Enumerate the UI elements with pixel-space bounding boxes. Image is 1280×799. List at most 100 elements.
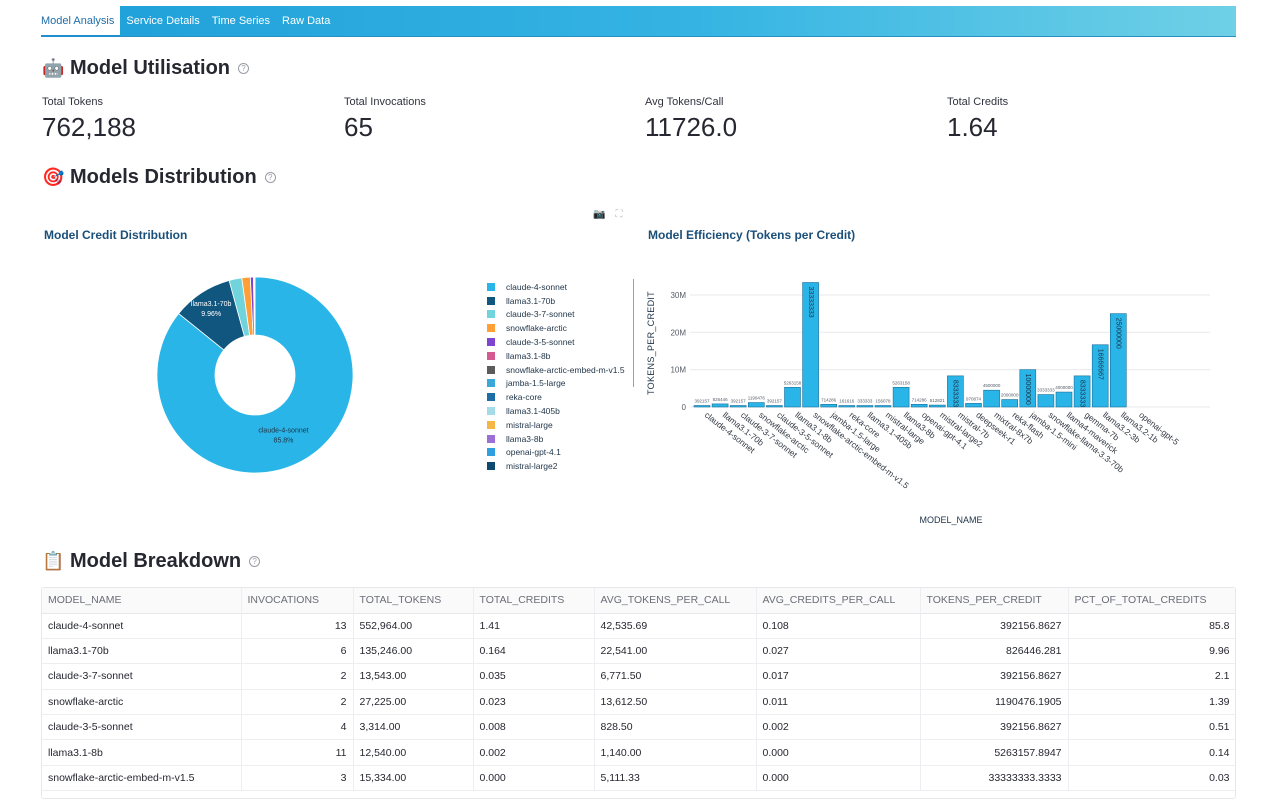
bar[interactable] xyxy=(1091,344,1109,408)
slice-label: claude-4-sonnet xyxy=(258,428,308,435)
table-row[interactable]: snowflake-arctic-embed-m-v1.5 3 15,334.00 0… xyxy=(42,765,1235,792)
column-header[interactable]: AVG_CREDITS_PER_CALL xyxy=(756,588,921,614)
metric-value: 65 xyxy=(344,112,373,142)
metric-total-tokens: Total Tokens 762,188 xyxy=(42,96,136,143)
legend-item[interactable]: openai-gpt-4.1 xyxy=(487,446,625,460)
legend-item[interactable]: mistral-large xyxy=(487,418,625,432)
table-row[interactable]: claude-4-sonnet 13 552,964.00 1.41 42,535.69… xyxy=(42,613,1235,639)
bar[interactable] xyxy=(874,405,892,408)
legend-item[interactable]: claude-3-7-sonnet xyxy=(487,308,625,322)
bar[interactable] xyxy=(1109,313,1127,408)
column-header[interactable]: TOTAL_TOKENS xyxy=(353,588,474,614)
bar[interactable] xyxy=(856,405,874,408)
column-header[interactable]: MODEL_NAME xyxy=(42,588,242,614)
table-row[interactable]: llama3.1-8b 11 12,540.00 0.002 1,140.00 0.000… xyxy=(42,739,1235,766)
column-header[interactable]: INVOCATIONS xyxy=(241,588,354,614)
bar[interactable] xyxy=(693,405,711,408)
bar[interactable] xyxy=(711,403,729,408)
bar[interactable] xyxy=(965,403,982,408)
bar-value-label: 5263158 xyxy=(892,380,910,385)
table-row[interactable]: snowflake-arctic 2 27,225.00 0.023 13,612.50… xyxy=(42,689,1235,716)
bar-value-label: 970874 xyxy=(966,396,982,401)
help-icon[interactable]: ? xyxy=(238,63,249,74)
slice-label: 9.96% xyxy=(201,311,221,318)
table-cell: 4 xyxy=(241,714,354,741)
bar[interactable] xyxy=(892,387,910,408)
bar-value-label: 392157 xyxy=(767,399,783,404)
breakdown-heading: 📋 Model Breakdown ? xyxy=(42,550,261,573)
bar-value-label: 4500000 xyxy=(983,383,1001,388)
table-cell: llama3.1-8b xyxy=(42,739,242,766)
bar[interactable] xyxy=(1001,399,1019,408)
fullscreen-icon[interactable]: ⛶ xyxy=(615,209,623,220)
table-cell: 5263157.8947 xyxy=(920,739,1069,766)
column-header[interactable]: TOKENS_PER_CREDIT xyxy=(920,588,1069,614)
legend-item[interactable]: llama3.1-70b xyxy=(487,294,625,308)
tab-service-details[interactable]: Service Details xyxy=(126,14,200,27)
bar[interactable] xyxy=(784,387,801,408)
table-header-row: MODEL_NAME INVOCATIONS TOTAL_TOKENS TOTAL_C… xyxy=(42,588,1235,614)
bar[interactable] xyxy=(1055,391,1073,408)
legend-item[interactable]: llama3-8b xyxy=(487,432,625,446)
legend-label: openai-gpt-4.1 xyxy=(506,447,561,458)
bar-value-label: 1190476 xyxy=(748,396,766,401)
bar[interactable] xyxy=(838,405,856,408)
breakdown-title: Model Breakdown xyxy=(70,550,242,572)
bar[interactable] xyxy=(983,389,1000,408)
table-cell: 1190476.1905 xyxy=(920,689,1069,716)
legend-item[interactable]: claude-4-sonnet xyxy=(487,280,625,294)
bar[interactable] xyxy=(928,404,946,408)
table-cell: 0.000 xyxy=(756,739,921,766)
legend-item[interactable]: reka-core xyxy=(487,390,625,404)
bar-value-label: 4000000 xyxy=(1055,385,1073,390)
legend-item[interactable]: snowflake-arctic-embed-m-v1.5 xyxy=(487,363,625,377)
column-header[interactable]: TOTAL_CREDITS xyxy=(473,588,595,614)
help-icon[interactable]: ? xyxy=(264,172,276,183)
table-cell: 13,612.50 xyxy=(594,689,757,716)
bar-value-label: 10000000 xyxy=(1024,374,1031,405)
tab-raw-data[interactable]: Raw Data xyxy=(282,14,331,27)
table-cell: 552,964.00 xyxy=(353,613,474,639)
table-row[interactable]: claude-3-7-sonnet 2 13,543.00 0.035 6,771.50… xyxy=(42,663,1235,690)
table-cell: llama3.1-70b xyxy=(42,638,242,665)
legend-label: reka-core xyxy=(506,392,542,403)
legend-item[interactable]: claude-3-5-sonnet xyxy=(487,335,625,349)
legend-item[interactable]: llama3.1-8b xyxy=(487,349,625,363)
bar-value-label: 161616 xyxy=(839,399,855,404)
column-header[interactable]: AVG_TOKENS_PER_CALL xyxy=(594,588,757,614)
legend-item[interactable]: jamba-1.5-large xyxy=(487,377,625,391)
bar[interactable] xyxy=(802,282,819,408)
table-row[interactable]: claude-3-5-sonnet 4 3,314.00 0.008 828.50 0.0… xyxy=(42,714,1235,741)
pie-slice[interactable] xyxy=(156,276,354,474)
legend-label: llama3-8b xyxy=(506,433,544,444)
table-cell: 0.027 xyxy=(756,638,921,665)
model-breakdown-table[interactable]: MODEL_NAME INVOCATIONS TOTAL_TOKENS TOTAL_C… xyxy=(41,587,1236,799)
bar-value-label: 8333333 xyxy=(952,380,959,407)
legend-swatch xyxy=(487,351,495,360)
bar[interactable] xyxy=(1037,394,1055,408)
bar[interactable] xyxy=(1073,375,1091,408)
legend-swatch xyxy=(487,393,495,402)
help-icon[interactable]: ? xyxy=(249,556,261,567)
column-header[interactable]: PCT_OF_TOTAL_CREDITS xyxy=(1068,588,1235,614)
legend-item[interactable]: snowflake-arctic xyxy=(487,321,625,335)
tab-model-analysis[interactable]: Model Analysis xyxy=(41,5,121,37)
table-row[interactable]: llama3.1-70b 6 135,246.00 0.164 22,541.00 0.0… xyxy=(42,638,1235,665)
bar-value-label: 3333333 xyxy=(1037,388,1055,393)
bar[interactable] xyxy=(766,405,783,408)
tab-bar: Model Analysis Service Details Time Seri… xyxy=(41,5,1236,37)
legend-item[interactable]: llama3.1-405b xyxy=(487,404,625,418)
metric-label: Avg Tokens/Call xyxy=(645,96,724,108)
metric-label: Total Tokens xyxy=(42,96,103,108)
credit-distribution-pie-chart: claude-4-sonnet 85.8% llama3.1-70b 9.96% xyxy=(156,276,354,474)
bar[interactable] xyxy=(729,405,747,408)
tab-time-series[interactable]: Time Series xyxy=(211,14,271,27)
bar[interactable] xyxy=(947,375,964,408)
bar[interactable] xyxy=(910,404,928,408)
bar[interactable] xyxy=(748,402,765,408)
legend-item[interactable]: mistral-large2 xyxy=(487,459,625,473)
legend-scrollbar[interactable] xyxy=(633,279,634,387)
bar[interactable] xyxy=(820,404,837,408)
bar[interactable] xyxy=(1019,369,1037,408)
camera-icon[interactable]: 📷 xyxy=(593,209,606,220)
